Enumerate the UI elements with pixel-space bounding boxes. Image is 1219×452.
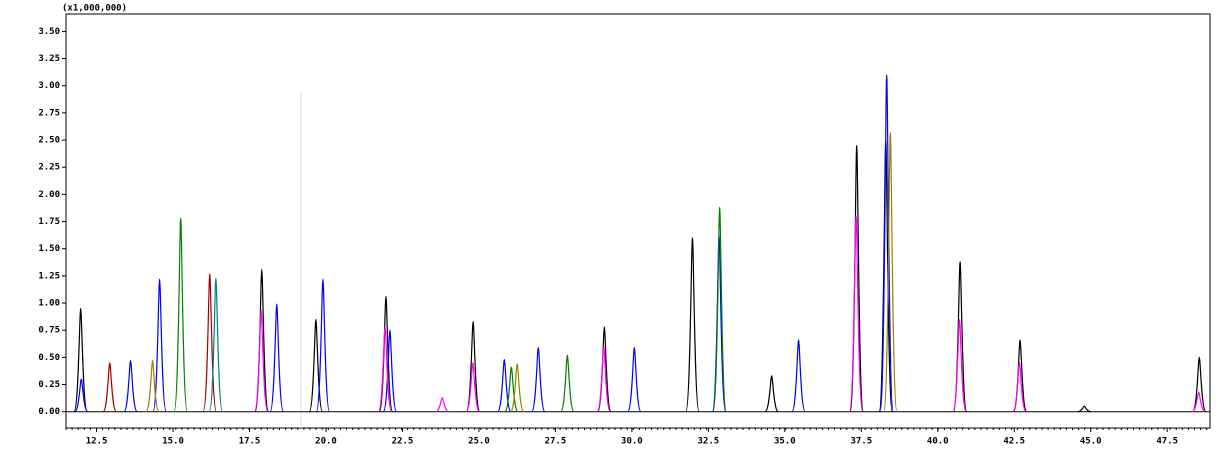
peak bbox=[202, 273, 217, 413]
x-tick-label: 30.0 bbox=[621, 437, 643, 447]
x-tick-label: 20.0 bbox=[315, 437, 337, 447]
peak bbox=[253, 310, 269, 413]
peak bbox=[531, 346, 546, 413]
y-tick-label: 2.50 bbox=[38, 136, 60, 146]
x-tick-label: 17.5 bbox=[239, 437, 261, 447]
peak bbox=[504, 366, 519, 413]
x-tick-label: 42.5 bbox=[1003, 437, 1025, 447]
peak bbox=[73, 307, 88, 413]
y-tick-label: 1.25 bbox=[38, 271, 60, 281]
peak bbox=[315, 278, 331, 413]
peak bbox=[1012, 362, 1027, 413]
x-tick-label: 37.5 bbox=[850, 437, 872, 447]
peak bbox=[1191, 391, 1206, 413]
y-tick-label: 2.25 bbox=[38, 163, 60, 173]
peak bbox=[764, 375, 779, 413]
plot-frame bbox=[65, 13, 1211, 429]
x-tick-label: 45.0 bbox=[1080, 437, 1102, 447]
peak bbox=[848, 215, 864, 413]
peak bbox=[497, 358, 512, 413]
x-tick-label: 35.0 bbox=[774, 437, 796, 447]
peak bbox=[1192, 356, 1207, 413]
x-tick-label: 32.5 bbox=[698, 437, 720, 447]
y-tick-label: 3.00 bbox=[38, 81, 60, 91]
peak bbox=[883, 131, 898, 413]
peak bbox=[952, 318, 967, 413]
x-tick-label: 27.5 bbox=[545, 437, 567, 447]
peak bbox=[791, 339, 806, 413]
peak bbox=[465, 362, 481, 413]
peak bbox=[145, 360, 160, 413]
peak bbox=[627, 346, 642, 413]
peak bbox=[377, 326, 393, 413]
peak bbox=[712, 206, 727, 413]
y-tick-label: 0.25 bbox=[38, 380, 60, 390]
peak bbox=[173, 217, 188, 413]
x-tick-label: 40.0 bbox=[927, 437, 949, 447]
y-tick-label: 3.50 bbox=[38, 27, 60, 37]
y-tick-label: 3.25 bbox=[38, 54, 60, 64]
y-tick-label: 1.00 bbox=[38, 299, 60, 309]
peak bbox=[382, 329, 398, 413]
peak bbox=[596, 345, 611, 413]
y-tick-label: 0.50 bbox=[38, 353, 60, 363]
peak bbox=[123, 360, 138, 413]
x-tick-label: 12.5 bbox=[86, 437, 108, 447]
y-tick-label: 2.75 bbox=[38, 108, 60, 118]
x-tick-label: 47.5 bbox=[1156, 437, 1178, 447]
peak bbox=[509, 363, 525, 413]
y-tick-label: 2.00 bbox=[38, 190, 60, 200]
peak bbox=[102, 362, 117, 413]
peak bbox=[435, 396, 450, 413]
x-tick-label: 25.0 bbox=[468, 437, 490, 447]
peak bbox=[269, 303, 284, 413]
y-tick-label: 0.75 bbox=[38, 326, 60, 336]
y-multiplier: (x1,000,000) bbox=[62, 4, 127, 14]
peak bbox=[879, 74, 894, 413]
peak bbox=[560, 354, 575, 413]
x-tick-label: 15.0 bbox=[162, 437, 184, 447]
peak bbox=[74, 378, 89, 413]
peak bbox=[152, 278, 167, 413]
y-tick-label: 1.75 bbox=[38, 217, 60, 227]
peak bbox=[465, 320, 481, 413]
peak bbox=[685, 237, 700, 413]
y-tick-label: 0.00 bbox=[38, 407, 60, 417]
peak bbox=[208, 277, 224, 413]
peak bbox=[1077, 405, 1091, 413]
x-tick-label: 22.5 bbox=[392, 437, 414, 447]
y-tick-label: 1.50 bbox=[38, 244, 60, 254]
